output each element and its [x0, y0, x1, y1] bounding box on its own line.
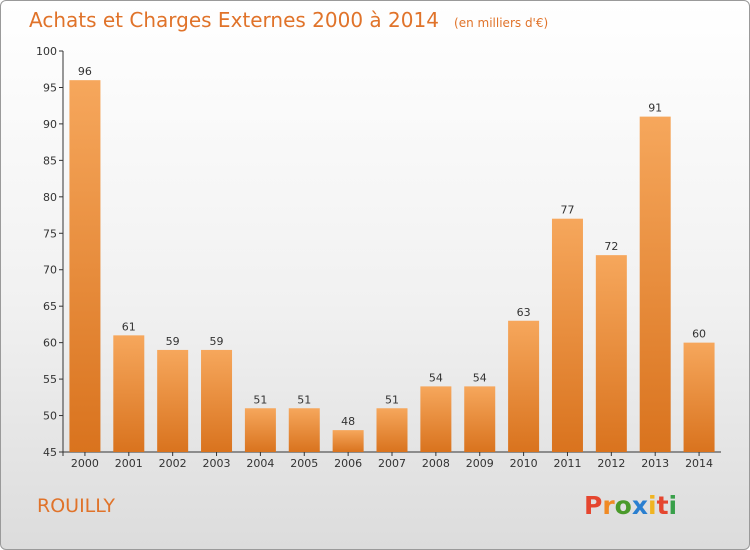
data-label: 91 [648, 102, 662, 115]
x-tick-label: 2001 [115, 457, 143, 470]
x-tick-label: 2012 [597, 457, 625, 470]
bar [201, 349, 233, 452]
logo-letter: P [584, 491, 603, 520]
data-label: 54 [429, 371, 443, 384]
data-label: 60 [692, 328, 706, 341]
y-tick-label: 50 [43, 410, 57, 423]
x-tick-label: 2014 [685, 457, 713, 470]
data-label: 63 [517, 306, 531, 319]
logo-letter: t [656, 491, 669, 520]
bar [595, 255, 627, 452]
data-label: 96 [78, 65, 92, 78]
x-tick-label: 2002 [159, 457, 187, 470]
chart-title-block: Achats et Charges Externes 2000 à 2014 (… [29, 8, 548, 32]
x-tick-label: 2013 [641, 457, 669, 470]
logo-letter: i [648, 491, 657, 520]
data-label: 59 [166, 335, 180, 348]
bar [157, 349, 189, 452]
x-tick-label: 2007 [378, 457, 406, 470]
x-tick-label: 2008 [422, 457, 450, 470]
y-tick-label: 70 [43, 264, 57, 277]
chart-bars [69, 80, 715, 453]
y-tick-label: 90 [43, 118, 57, 131]
data-label: 72 [604, 240, 618, 253]
logo-letter: r [602, 491, 615, 520]
bar [551, 218, 583, 452]
logo-letter: x [631, 491, 648, 520]
data-label: 54 [473, 371, 487, 384]
bar [332, 430, 364, 452]
chart-unit: (en milliers d'€) [454, 16, 549, 30]
x-tick-label: 2000 [71, 457, 99, 470]
y-tick-label: 60 [43, 337, 57, 350]
logo-letter: i [668, 491, 678, 520]
x-tick-label: 2011 [553, 457, 581, 470]
place-name: ROUILLY [37, 495, 115, 517]
bar [113, 335, 145, 452]
bar [639, 116, 671, 453]
x-tick-label: 2004 [246, 457, 274, 470]
y-tick-label: 55 [43, 373, 57, 386]
y-tick-label: 80 [43, 191, 57, 204]
y-tick-label: 65 [43, 300, 57, 313]
y-tick-label: 85 [43, 154, 57, 167]
data-label: 61 [122, 320, 136, 333]
bar [69, 80, 101, 452]
y-tick-label: 45 [43, 446, 57, 459]
data-label: 51 [297, 393, 311, 406]
bar [508, 320, 540, 452]
data-label: 77 [560, 204, 574, 217]
x-tick-label: 2009 [466, 457, 494, 470]
y-tick-label: 95 [43, 81, 57, 94]
data-label: 48 [341, 415, 355, 428]
x-tick-label: 2006 [334, 457, 362, 470]
bar [244, 408, 276, 452]
bar [464, 386, 496, 452]
y-tick-label: 100 [36, 45, 57, 58]
chart-data-labels: 96 61 59 59 51 51 48 51 54 54 63 77 72 91 60 [78, 65, 706, 428]
logo-letter: o [614, 491, 632, 520]
bar [420, 386, 452, 452]
proxiti-logo: Proxiti [584, 491, 677, 520]
chart-title: Achats et Charges Externes 2000 à 2014 [29, 8, 439, 32]
bar [376, 408, 408, 452]
data-label: 51 [385, 393, 399, 406]
data-label: 51 [253, 393, 267, 406]
data-label: 59 [210, 335, 224, 348]
x-tick-label: 2005 [290, 457, 318, 470]
bar [683, 342, 715, 452]
x-tick-label: 2010 [510, 457, 538, 470]
bar [288, 408, 320, 452]
chart-axes: 45 50 55 60 65 70 75 80 85 90 95 100 2000 2001 2002 200… [36, 45, 721, 470]
x-tick-label: 2003 [203, 457, 231, 470]
y-tick-label: 75 [43, 227, 57, 240]
